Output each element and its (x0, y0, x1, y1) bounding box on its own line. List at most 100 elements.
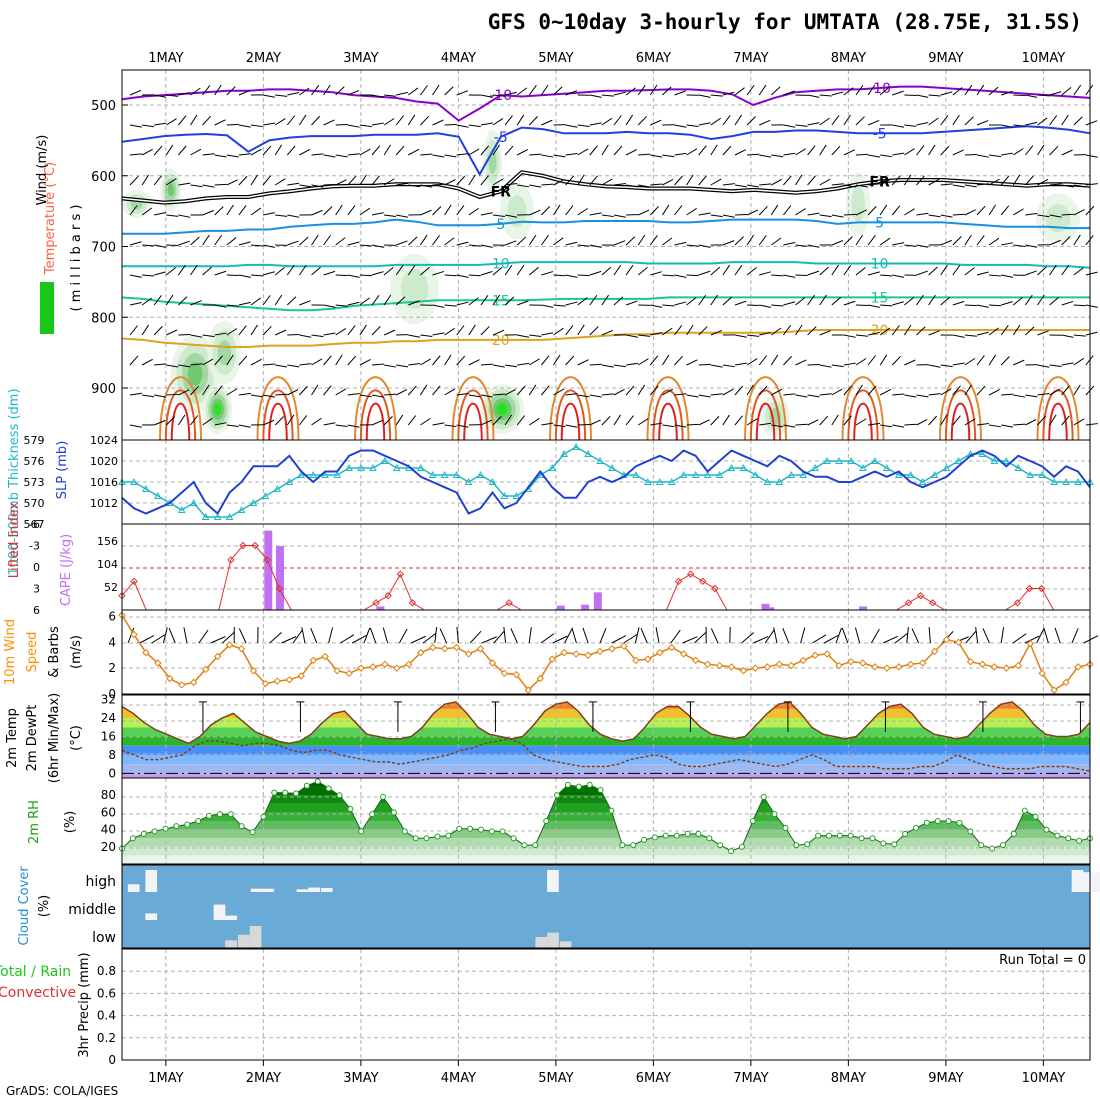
wind-barb (492, 364, 505, 368)
wind-barb (650, 332, 663, 336)
wind-barb (722, 264, 731, 276)
wind-barb (371, 419, 384, 426)
axis-label-part: 1000-500mb Thickness (dm) (7, 388, 22, 575)
wind-barb (976, 355, 985, 366)
li-marker (408, 599, 417, 607)
wind-barb (142, 274, 155, 277)
wind-barb (214, 332, 227, 336)
wind-barb (359, 274, 372, 277)
wind-barb (432, 183, 445, 186)
wind-barb (398, 628, 408, 644)
rh-marker (369, 811, 376, 818)
wind-barb (904, 359, 916, 366)
wind-barb (831, 364, 844, 368)
wind-barb (843, 334, 856, 338)
thickness-marker (643, 477, 652, 485)
wind-barb (976, 304, 989, 308)
rh-marker (206, 812, 213, 819)
wind-barb (383, 329, 396, 336)
wind-barb (553, 388, 565, 396)
wind-barb (783, 175, 792, 186)
wind-barb (670, 629, 681, 644)
rh-humid-area (496, 403, 508, 416)
wind-barb (408, 300, 420, 306)
wind-barb (541, 304, 554, 308)
li-marker (686, 570, 695, 578)
wind-barb (540, 84, 549, 96)
thickness-tick-label: 567 (24, 518, 45, 531)
wind-barb (214, 304, 227, 308)
wind-barb (444, 237, 455, 246)
wind-barb (807, 145, 816, 156)
wind-barb (190, 385, 199, 396)
wind-barb (541, 183, 554, 186)
wind-barb (480, 94, 493, 98)
wind-barb (469, 630, 482, 644)
cloud-clear-patch (250, 888, 263, 892)
rh-marker (706, 835, 713, 842)
wind-barb (407, 264, 416, 276)
wind-barb (359, 148, 371, 156)
thickness-marker (357, 463, 365, 471)
wind-barb (1012, 633, 1027, 644)
wind-barb (1061, 300, 1074, 306)
wind-barb (626, 362, 639, 366)
wind-barb (734, 264, 743, 276)
wind-barb (746, 267, 757, 276)
isotherm-loop (939, 376, 982, 441)
wind-barb (783, 241, 796, 246)
wind-barb (1001, 393, 1014, 396)
wind-barb (517, 362, 530, 366)
wind-barb (662, 304, 675, 307)
wind-barb (892, 90, 904, 96)
wind-barb (238, 89, 251, 96)
wind-axis-label: Wind (m/s) (35, 135, 50, 206)
isotherm-label: FR (869, 174, 890, 190)
wind-barb (855, 334, 868, 337)
rh-marker (423, 835, 430, 842)
wind-barb (269, 631, 282, 644)
wind-barb (202, 234, 210, 246)
cloud-clear-patch (296, 889, 309, 892)
wind-barb (456, 153, 469, 156)
wind-barb (674, 424, 687, 428)
wind-barb (165, 294, 174, 306)
wind-barb (190, 148, 202, 156)
wind-speed-marker (835, 661, 843, 670)
thickness-marker (345, 463, 353, 471)
wind-barb (410, 635, 426, 644)
wind-barb (129, 392, 142, 396)
wind-barb (323, 206, 333, 216)
wind-barb (516, 87, 528, 96)
wind-speed-marker (488, 659, 497, 667)
wind-barb (988, 86, 999, 96)
cloud-row-label: low (92, 930, 116, 946)
thickness-marker (715, 470, 724, 478)
wind-barb (129, 153, 142, 156)
wind-barb (868, 422, 881, 426)
wind-barb (299, 87, 310, 96)
thickness-marker (847, 456, 855, 464)
wind-barb (1025, 175, 1034, 186)
wind-barb (855, 384, 863, 396)
wind-barb (565, 424, 578, 428)
x-tick-label-bottom: 2MAY (246, 1071, 281, 1086)
wind-barb (952, 184, 965, 188)
thickness-marker (990, 456, 999, 464)
wind-barb (722, 364, 735, 368)
wind-barb (432, 270, 445, 276)
y-tick-label: 600 (91, 170, 116, 185)
wind-barb (263, 244, 275, 248)
run-total-label: Run Total = 0 (999, 953, 1086, 968)
wind-barb (928, 364, 941, 368)
rh-marker (967, 828, 974, 835)
wind-barb (928, 627, 931, 644)
wind-barb (565, 274, 578, 278)
wind-barbs-axis-label: & Barbs (47, 626, 62, 678)
rh-band (122, 781, 1090, 787)
rh-marker (238, 823, 245, 830)
isotherm-loop (365, 402, 386, 441)
wind-barb (226, 123, 239, 126)
isotherm-loop (170, 402, 191, 441)
wind-barb (1061, 334, 1074, 338)
